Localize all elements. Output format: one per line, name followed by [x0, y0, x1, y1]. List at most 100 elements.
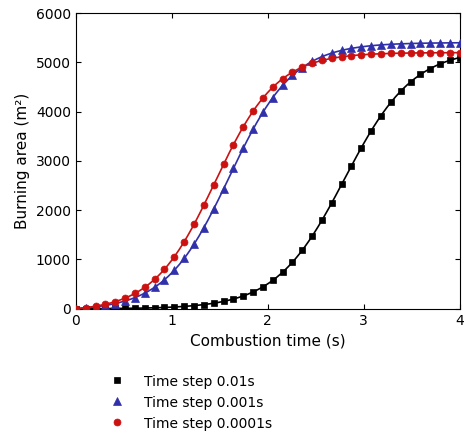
Time step 0.0001s	[221, 162, 227, 167]
Time step 0.001s	[398, 41, 403, 46]
Time step 0.01s	[280, 269, 285, 275]
Time step 0.0001s	[447, 50, 453, 55]
Time step 0.01s	[221, 299, 227, 304]
Time step 0.0001s	[368, 52, 374, 57]
Time step 0.001s	[428, 41, 433, 46]
Time step 0.0001s	[290, 70, 295, 75]
Time step 0.01s	[83, 306, 89, 311]
Time step 0.001s	[250, 127, 256, 132]
Time step 0.01s	[142, 306, 147, 311]
Time step 0.0001s	[398, 51, 403, 56]
Time step 0.01s	[388, 100, 394, 105]
Time step 0.001s	[230, 166, 236, 171]
Time step 0.001s	[112, 301, 118, 306]
Time step 0.0001s	[260, 95, 266, 101]
Time step 0.0001s	[457, 50, 463, 55]
Time step 0.001s	[132, 295, 138, 300]
Time step 0.0001s	[349, 53, 355, 58]
Time step 0.001s	[83, 305, 89, 310]
Time step 0.01s	[102, 306, 108, 311]
Time step 0.0001s	[122, 295, 128, 301]
Time step 0.0001s	[142, 284, 147, 290]
Time step 0.0001s	[162, 267, 167, 272]
Time step 0.001s	[309, 59, 315, 64]
Time step 0.001s	[378, 42, 384, 48]
Time step 0.001s	[270, 95, 275, 100]
Legend: Time step 0.01s, Time step 0.001s, Time step 0.0001s: Time step 0.01s, Time step 0.001s, Time …	[102, 375, 272, 430]
Time step 0.01s	[73, 306, 79, 311]
Time step 0.001s	[319, 54, 325, 60]
Time step 0.01s	[368, 128, 374, 134]
Time step 0.001s	[290, 73, 295, 78]
Time step 0.0001s	[319, 58, 325, 63]
Time step 0.0001s	[240, 124, 246, 130]
Time step 0.001s	[358, 44, 364, 49]
Time step 0.001s	[162, 277, 167, 282]
Time step 0.01s	[408, 79, 413, 85]
Time step 0.001s	[152, 284, 157, 290]
Time step 0.0001s	[102, 302, 108, 307]
Time step 0.01s	[398, 89, 403, 94]
Time step 0.01s	[122, 306, 128, 311]
Time step 0.001s	[122, 299, 128, 304]
Time step 0.0001s	[270, 85, 275, 90]
Time step 0.001s	[73, 306, 79, 311]
Time step 0.01s	[300, 247, 305, 253]
Time step 0.0001s	[428, 50, 433, 56]
Time step 0.001s	[339, 48, 345, 53]
Time step 0.001s	[191, 242, 197, 247]
Time step 0.0001s	[309, 61, 315, 66]
Time step 0.001s	[240, 146, 246, 151]
Time step 0.01s	[457, 55, 463, 60]
Time step 0.01s	[290, 260, 295, 265]
Time step 0.01s	[309, 234, 315, 239]
Time step 0.0001s	[83, 305, 89, 310]
Time step 0.01s	[260, 284, 266, 289]
Time step 0.001s	[211, 206, 217, 212]
Time step 0.001s	[260, 110, 266, 115]
Time step 0.001s	[408, 41, 413, 46]
Time step 0.001s	[221, 187, 227, 192]
Time step 0.001s	[280, 83, 285, 88]
Time step 0.001s	[93, 304, 99, 310]
Time step 0.001s	[181, 256, 187, 261]
Time step 0.01s	[250, 289, 256, 295]
Time step 0.0001s	[418, 50, 423, 56]
Time step 0.0001s	[358, 52, 364, 57]
Time step 0.01s	[112, 306, 118, 311]
Time step 0.01s	[211, 301, 217, 306]
Time step 0.001s	[349, 46, 355, 51]
Time step 0.001s	[142, 291, 147, 296]
Time step 0.001s	[172, 268, 177, 273]
Time step 0.01s	[172, 304, 177, 310]
Time step 0.0001s	[378, 51, 384, 56]
Time step 0.0001s	[73, 306, 79, 311]
Time step 0.0001s	[112, 299, 118, 304]
Time step 0.001s	[102, 303, 108, 308]
Time step 0.0001s	[93, 303, 99, 309]
Time step 0.01s	[428, 66, 433, 71]
Time step 0.0001s	[132, 291, 138, 296]
Time step 0.01s	[447, 58, 453, 63]
Time step 0.01s	[132, 306, 138, 311]
Time step 0.0001s	[152, 277, 157, 282]
Time step 0.01s	[378, 113, 384, 118]
Time step 0.0001s	[250, 108, 256, 114]
Line: Time step 0.01s: Time step 0.01s	[73, 54, 463, 312]
Time step 0.001s	[201, 225, 207, 230]
Time step 0.01s	[162, 305, 167, 310]
Time step 0.0001s	[211, 182, 217, 187]
Time step 0.0001s	[388, 51, 394, 56]
Time step 0.01s	[349, 163, 355, 168]
Time step 0.001s	[368, 43, 374, 49]
Time step 0.001s	[447, 40, 453, 45]
Time step 0.01s	[191, 303, 197, 308]
Time step 0.01s	[358, 145, 364, 150]
Time step 0.01s	[201, 302, 207, 307]
Time step 0.01s	[418, 72, 423, 77]
Time step 0.001s	[388, 41, 394, 47]
Time step 0.0001s	[437, 50, 443, 56]
Time step 0.0001s	[339, 54, 345, 60]
Time step 0.01s	[437, 61, 443, 67]
Time step 0.01s	[339, 182, 345, 187]
